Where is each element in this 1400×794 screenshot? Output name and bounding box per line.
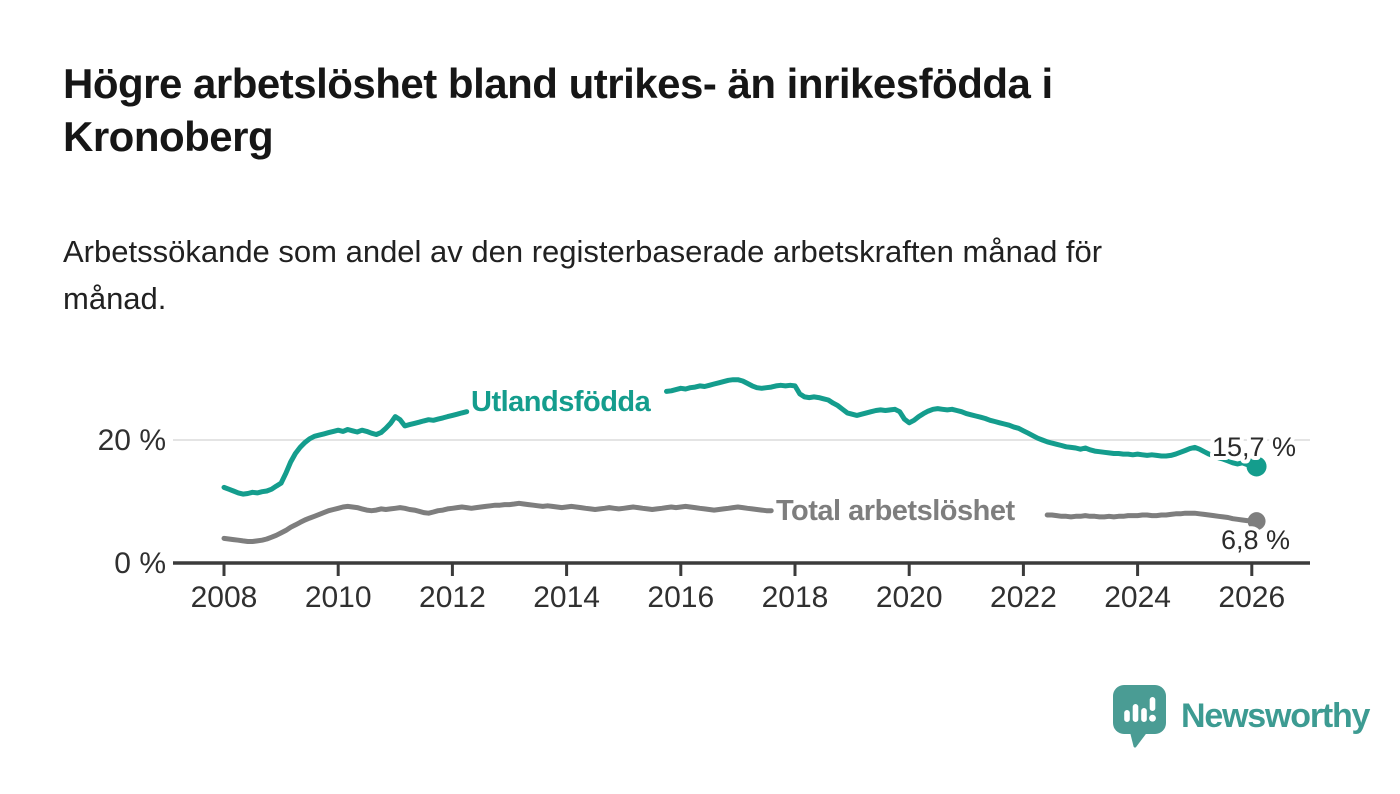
x-tick-label-2014: 2014 bbox=[533, 581, 600, 614]
chart-subtitle: Arbetssökande som andel av den registerb… bbox=[63, 229, 1283, 322]
series-line-utlandsfodda-seg1 bbox=[221, 409, 470, 497]
x-tick-label-2010: 2010 bbox=[305, 581, 372, 614]
newsworthy-logo-icon bbox=[1113, 685, 1166, 748]
series-label-utlandsfodda: Utlandsfödda bbox=[471, 386, 652, 418]
x-tick-label-2012: 2012 bbox=[419, 581, 486, 614]
unemployment-line-chart: 2008 2010 2012 2014 2016 2018 2020 2022 2024 2026… bbox=[98, 377, 1310, 614]
title-line-2: Kronoberg bbox=[63, 112, 274, 160]
subtitle-line-2: månad. bbox=[63, 280, 167, 316]
y-tick-label-20: 20 % bbox=[98, 424, 166, 457]
x-tick-label-2024: 2024 bbox=[1104, 581, 1171, 614]
x-tick-label-2020: 2020 bbox=[876, 581, 943, 614]
newsworthy-brand-text: Newsworthy bbox=[1181, 696, 1370, 735]
newsworthy-logo: Newsworthy bbox=[1112, 684, 1370, 748]
series-end-dot-utlandsfodda bbox=[1246, 456, 1267, 477]
series-value-label-utlandsfodda: 15,7 % bbox=[1212, 432, 1296, 462]
subtitle-line-1: Arbetssökande som andel av den registerb… bbox=[63, 234, 1103, 269]
series-value-label-total: 6,8 % bbox=[1221, 525, 1290, 555]
x-tick-label-2022: 2022 bbox=[990, 581, 1057, 614]
series-line-utlandsfodda-seg2 bbox=[664, 377, 1260, 469]
x-tick-label-2008: 2008 bbox=[191, 581, 258, 614]
series-end-dot-total bbox=[1247, 512, 1266, 531]
title-line-1: Högre arbetslöshet bland utrikes- än inr… bbox=[63, 60, 1053, 107]
series-line-total-seg1 bbox=[221, 500, 774, 544]
series-label-total: Total arbetslöshet bbox=[776, 495, 1015, 527]
x-tick-label-2018: 2018 bbox=[762, 581, 829, 614]
x-tick-label-2016: 2016 bbox=[647, 581, 714, 614]
y-tick-label-0: 0 % bbox=[114, 547, 166, 580]
bar-chart-exclamation-glyph bbox=[1124, 697, 1156, 722]
series-line-total-seg2 bbox=[1044, 510, 1260, 524]
x-tick-label-2026: 2026 bbox=[1218, 581, 1285, 614]
page-title: Högre arbetslöshet bland utrikes- än inr… bbox=[63, 58, 1323, 164]
speech-bubble bbox=[1113, 685, 1166, 748]
